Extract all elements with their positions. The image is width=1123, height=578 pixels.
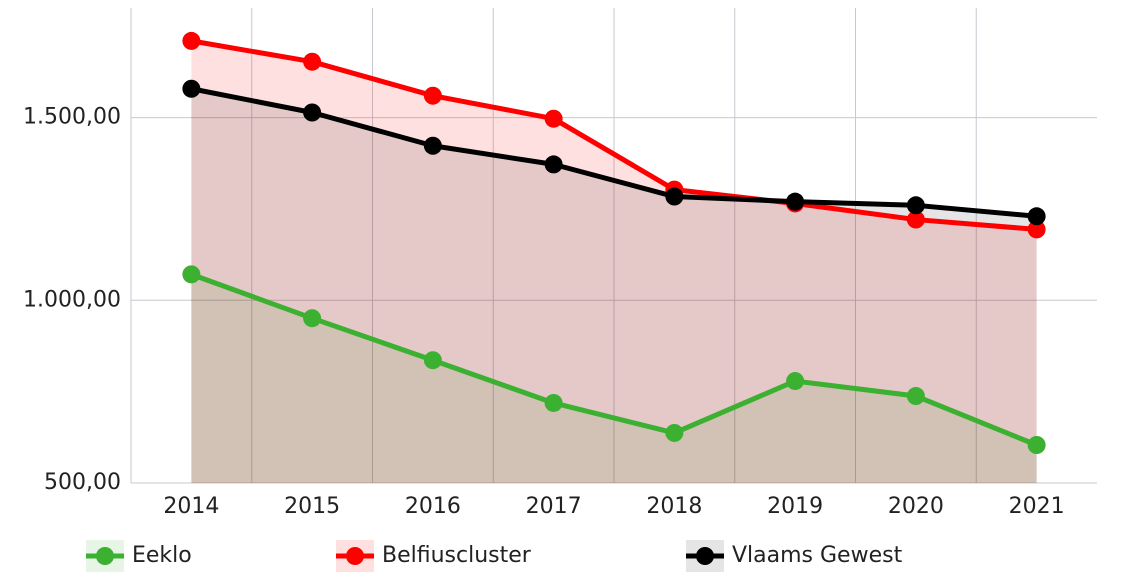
point (1027, 436, 1046, 454)
point (423, 351, 442, 370)
point (544, 393, 563, 412)
point (786, 372, 805, 391)
x-tick-label: 2017 (526, 494, 582, 519)
point (1027, 220, 1046, 239)
point (544, 155, 563, 174)
point (182, 79, 201, 98)
area (191, 40, 1037, 484)
line (190, 38, 1037, 232)
y-tick-label: 1.000,00 (23, 287, 121, 312)
point (303, 52, 322, 71)
x-tick-label: 2019 (767, 494, 823, 519)
x-tick-label: 2020 (888, 494, 944, 519)
point (665, 423, 684, 442)
point (182, 265, 201, 284)
legend-label: Belfiuscluster (382, 543, 532, 568)
x-tick-label: 2016 (405, 494, 461, 519)
point (423, 136, 442, 155)
y-tick-label: 500,00 (44, 470, 121, 495)
legend-swatch-dot (696, 547, 714, 565)
point (303, 309, 322, 328)
legend-swatch-dot (346, 547, 364, 565)
point (786, 192, 805, 211)
point (906, 210, 925, 229)
point (423, 86, 442, 105)
point (544, 109, 563, 128)
x-tick-label: 2014 (163, 494, 219, 519)
line (190, 272, 1038, 448)
x-tick-label: 2015 (284, 494, 340, 519)
area (191, 274, 1037, 483)
x-tick-label: 2018 (646, 494, 702, 519)
point (665, 187, 684, 206)
legend-label: Vlaams Gewest (732, 543, 903, 568)
legend-label: Eeklo (132, 543, 192, 568)
line (190, 86, 1037, 219)
point (906, 196, 925, 215)
legend-swatch-dot (96, 547, 114, 565)
point (906, 387, 925, 406)
point (303, 103, 322, 122)
point (1027, 207, 1046, 226)
y-tick-label: 1.500,00 (23, 105, 121, 130)
x-tick-label: 2021 (1009, 494, 1065, 519)
point (182, 31, 201, 50)
